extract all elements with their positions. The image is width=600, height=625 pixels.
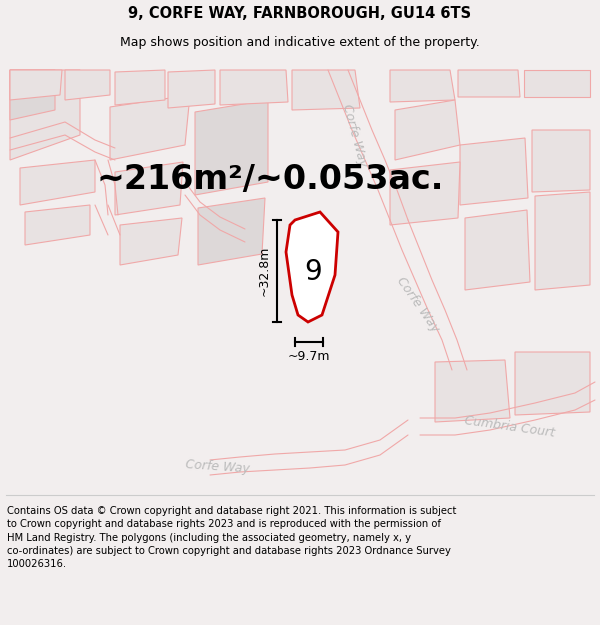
Polygon shape (115, 162, 183, 215)
Polygon shape (25, 205, 90, 245)
Text: 9: 9 (304, 258, 322, 286)
Polygon shape (10, 70, 80, 160)
Text: Corfe Way: Corfe Way (185, 458, 251, 476)
Text: Map shows position and indicative extent of the property.: Map shows position and indicative extent… (120, 36, 480, 49)
Polygon shape (460, 138, 528, 205)
Text: ~9.7m: ~9.7m (288, 350, 330, 363)
Polygon shape (115, 70, 165, 105)
Polygon shape (110, 95, 190, 160)
Polygon shape (120, 218, 182, 265)
Text: Cumbria Court: Cumbria Court (464, 414, 556, 440)
Polygon shape (220, 70, 288, 105)
Text: Corfe Way: Corfe Way (394, 275, 442, 335)
Polygon shape (198, 198, 265, 265)
Polygon shape (10, 70, 62, 100)
Polygon shape (20, 160, 95, 205)
Polygon shape (465, 210, 530, 290)
Polygon shape (395, 100, 460, 160)
Text: ~32.8m: ~32.8m (258, 246, 271, 296)
Polygon shape (535, 192, 590, 290)
Polygon shape (65, 70, 110, 100)
Text: Contains OS data © Crown copyright and database right 2021. This information is : Contains OS data © Crown copyright and d… (7, 506, 457, 569)
Polygon shape (10, 70, 55, 120)
Polygon shape (286, 212, 338, 322)
Text: 9, CORFE WAY, FARNBOROUGH, GU14 6TS: 9, CORFE WAY, FARNBOROUGH, GU14 6TS (128, 6, 472, 21)
Polygon shape (515, 352, 590, 415)
Text: Corfe Way: Corfe Way (340, 102, 370, 168)
Polygon shape (458, 70, 520, 97)
Polygon shape (195, 100, 268, 195)
Polygon shape (390, 70, 455, 102)
Polygon shape (435, 360, 510, 422)
Polygon shape (168, 70, 215, 108)
Text: ~216m²/~0.053ac.: ~216m²/~0.053ac. (97, 164, 443, 196)
Polygon shape (292, 70, 360, 110)
Polygon shape (532, 130, 590, 192)
Polygon shape (390, 162, 460, 225)
Polygon shape (524, 70, 590, 97)
